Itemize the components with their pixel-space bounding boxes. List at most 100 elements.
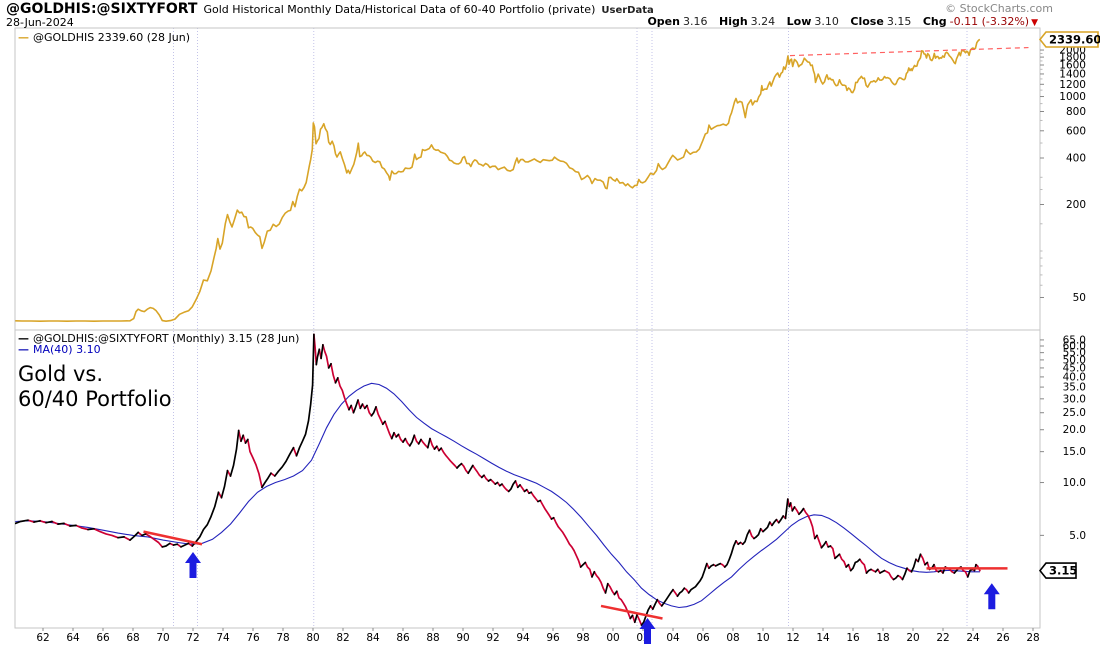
svg-text:3.15: 3.15	[1049, 564, 1077, 578]
source-tag: UserData	[601, 5, 654, 16]
svg-text:600: 600	[1066, 125, 1086, 137]
gold-series-swatch-icon: —	[18, 31, 29, 44]
event-gridlines	[173, 28, 968, 628]
svg-text:200: 200	[1066, 199, 1086, 211]
chart-description: Gold Historical Monthly Data/Historical …	[203, 3, 596, 16]
svg-text:12: 12	[786, 632, 799, 644]
bottom-panel-legend-ma[interactable]: — MA(40) 3.10	[18, 343, 101, 356]
gold-price-tag: 2339.60	[1038, 31, 1100, 48]
svg-text:30.0: 30.0	[1063, 393, 1086, 405]
svg-text:40.0: 40.0	[1063, 371, 1086, 383]
svg-text:20.0: 20.0	[1063, 424, 1086, 436]
ratio-price-tag: 3.15	[1038, 562, 1077, 579]
annotation-line2: 60/40 Portfolio	[18, 387, 172, 411]
up-arrow-icon	[639, 618, 656, 644]
ratio-series-group	[15, 333, 981, 626]
close-value: 3.15	[886, 15, 912, 28]
svg-text:10.0: 10.0	[1063, 477, 1086, 489]
high-value: 3.24	[750, 15, 776, 28]
svg-text:20: 20	[906, 632, 919, 644]
ratio-line-up	[15, 333, 977, 626]
svg-text:92: 92	[486, 632, 499, 644]
ratio-legend-text: @GOLDHIS:@SIXTYFORT (Monthly) 3.15 (28 J…	[33, 332, 300, 345]
svg-text:64: 64	[66, 632, 80, 644]
chg-label: Chg	[922, 15, 947, 28]
top-panel-legend[interactable]: — @GOLDHIS 2339.60 (28 Jun)	[18, 31, 190, 44]
top-panel-frame	[14, 27, 1041, 331]
close-label: Close	[850, 15, 884, 28]
svg-text:78: 78	[276, 632, 289, 644]
svg-text:96: 96	[546, 632, 560, 644]
svg-text:1000: 1000	[1059, 91, 1086, 103]
svg-text:50: 50	[1073, 292, 1086, 304]
svg-text:45.0: 45.0	[1063, 362, 1086, 374]
svg-text:98: 98	[576, 632, 589, 644]
bottom-right-axis: 65.060.055.050.045.040.035.030.0 25.0 20.0…	[1040, 334, 1086, 542]
svg-text:25.0: 25.0	[1063, 407, 1086, 419]
svg-text:1600: 1600	[1059, 59, 1086, 71]
svg-text:82: 82	[336, 632, 349, 644]
svg-text:10: 10	[756, 632, 769, 644]
svg-text:50.0: 50.0	[1063, 354, 1086, 366]
svg-text:90: 90	[456, 632, 469, 644]
ratio-series-swatch-icon: —	[18, 332, 29, 345]
up-arrow-icon	[983, 583, 1000, 610]
svg-text:15.0: 15.0	[1063, 446, 1086, 458]
gold-price-series	[15, 38, 981, 323]
svg-text:66: 66	[96, 632, 110, 644]
svg-text:14: 14	[816, 632, 830, 644]
svg-text:80: 80	[306, 632, 319, 644]
symbol-title: @GOLDHIS:@SIXTYFORT	[6, 1, 198, 17]
trendline-annotations	[143, 46, 1029, 620]
svg-text:22: 22	[936, 632, 949, 644]
ma-series-swatch-icon: —	[18, 343, 29, 356]
svg-text:84: 84	[366, 632, 380, 644]
svg-text:86: 86	[396, 632, 410, 644]
svg-text:1400: 1400	[1059, 68, 1086, 80]
bottom-panel-legend-main[interactable]: — @GOLDHIS:@SIXTYFORT (Monthly) 3.15 (28 …	[18, 332, 299, 345]
svg-text:62: 62	[36, 632, 49, 644]
svg-text:70: 70	[156, 632, 169, 644]
svg-text:26: 26	[996, 632, 1010, 644]
ohlc-quote-bar: Open 3.16 High 3.24 Low 3.10 Close 3.15 Chg -…	[639, 15, 1038, 28]
buy-signal-arrows	[185, 552, 1000, 644]
up-arrow-icon	[185, 552, 201, 578]
svg-text:5.0: 5.0	[1069, 530, 1086, 542]
chart-date: 28-Jun-2024	[6, 16, 74, 29]
svg-text:72: 72	[186, 632, 199, 644]
svg-text:1800: 1800	[1059, 52, 1086, 64]
open-value: 3.16	[682, 15, 708, 28]
svg-text:08: 08	[726, 632, 739, 644]
ma-legend-text: MA(40) 3.10	[33, 343, 101, 356]
svg-text:400: 400	[1066, 152, 1086, 164]
svg-text:55.0: 55.0	[1063, 347, 1086, 359]
svg-text:00: 00	[606, 632, 619, 644]
ratio-line-down	[27, 333, 981, 626]
svg-text:94: 94	[516, 632, 530, 644]
svg-text:24: 24	[966, 632, 980, 644]
chart-annotation-title: Gold vs. 60/40 Portfolio	[18, 362, 172, 412]
svg-text:60.0: 60.0	[1063, 341, 1086, 353]
open-label: Open	[647, 15, 680, 28]
ma40-line	[15, 382, 980, 609]
annotation-line1: Gold vs.	[18, 362, 104, 386]
svg-text:88: 88	[426, 632, 439, 644]
low-value: 3.10	[814, 15, 839, 28]
copyright-label: © StockCharts.com	[945, 2, 1053, 15]
svg-text:2339.60: 2339.60	[1049, 33, 1100, 47]
svg-text:76: 76	[246, 632, 260, 644]
svg-text:68: 68	[126, 632, 139, 644]
svg-text:28: 28	[1026, 632, 1039, 644]
svg-text:18: 18	[876, 632, 889, 644]
bottom-panel-frame	[14, 329, 1041, 629]
svg-text:1200: 1200	[1059, 79, 1086, 91]
top-legend-text: @GOLDHIS 2339.60 (28 Jun)	[33, 31, 191, 44]
high-label: High	[718, 15, 748, 28]
svg-text:65.0: 65.0	[1063, 334, 1086, 346]
svg-text:35.0: 35.0	[1063, 382, 1086, 394]
low-label: Low	[786, 15, 812, 28]
x-axis: 62 64 66 68 70 72 74 76 78 80 82 84 86 88 90 92 94 96 98 00…	[36, 628, 1040, 644]
